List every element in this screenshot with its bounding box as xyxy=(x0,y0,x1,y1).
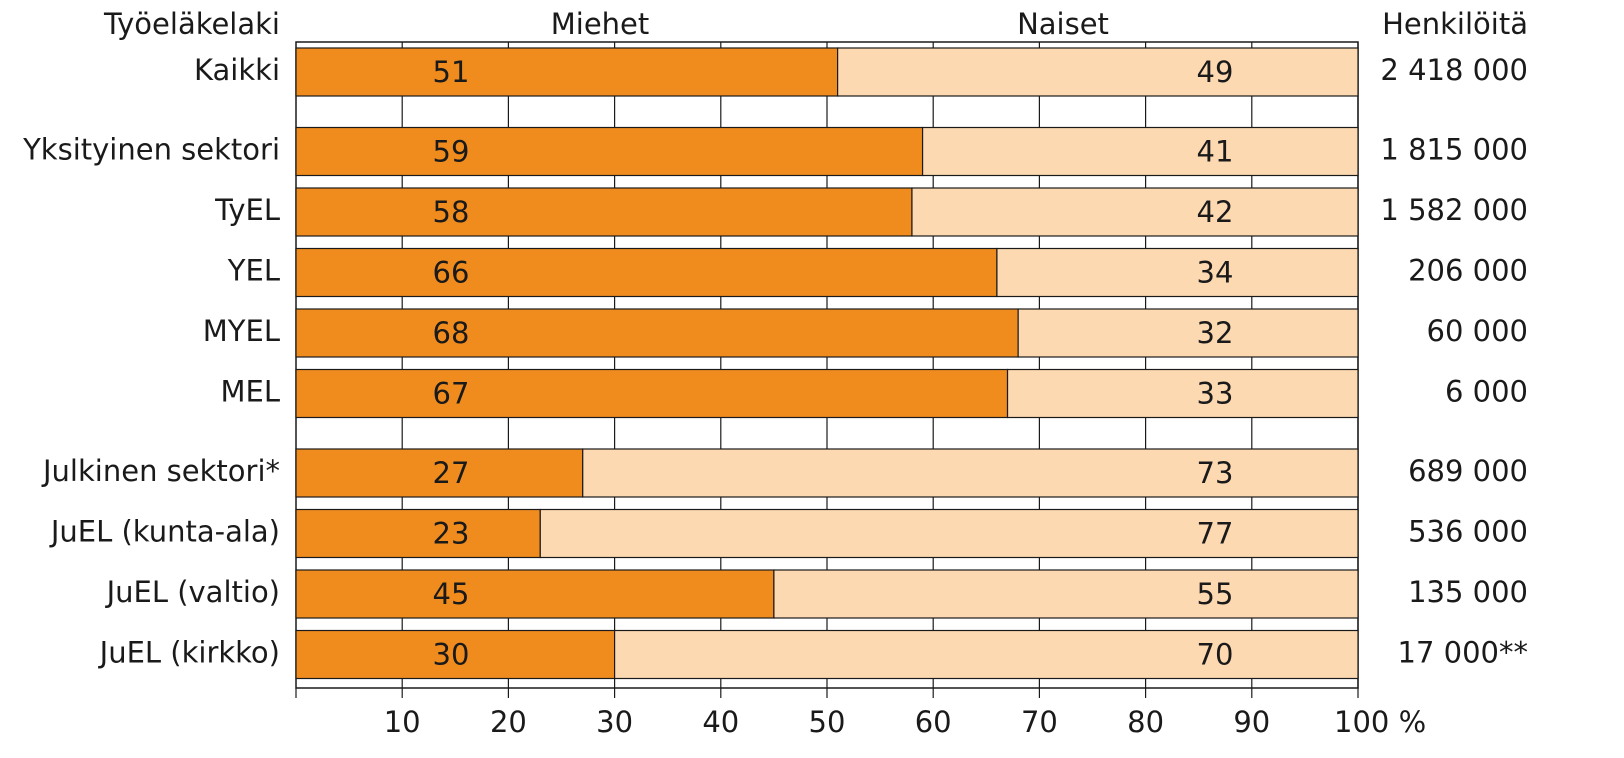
total-label: 17 000** xyxy=(1398,636,1528,670)
y-tick-label: JuEL (kirkko) xyxy=(98,636,280,670)
y-tick-label: MYEL xyxy=(203,314,280,348)
bar-segment xyxy=(295,508,541,559)
bar-segment xyxy=(613,629,1359,680)
data-label: 45 xyxy=(433,577,470,611)
x-tick-label: 50 xyxy=(809,705,846,739)
x-tick-label: 30 xyxy=(596,705,633,739)
y-tick-label: YEL xyxy=(227,254,280,288)
x-tick-label: 90 xyxy=(1233,705,1270,739)
x-tick-label: 80 xyxy=(1127,705,1164,739)
bar-segment xyxy=(295,47,839,97)
x-tick-label: 60 xyxy=(915,705,952,739)
bar-segment xyxy=(295,629,616,680)
bar-segment xyxy=(295,126,924,177)
data-label: 30 xyxy=(433,638,470,672)
y-tick-label: JuEL (kunta-ala) xyxy=(49,515,280,549)
bar-segment xyxy=(539,508,1359,559)
total-label: 60 000 xyxy=(1427,314,1528,348)
data-label: 70 xyxy=(1197,638,1234,672)
data-label: 27 xyxy=(433,456,470,490)
bar-segment xyxy=(295,247,998,298)
x-tick-label: 10 xyxy=(384,705,421,739)
x-tick-label: 100 % xyxy=(1334,705,1426,739)
bar-segment xyxy=(295,187,913,237)
x-tick-label: 20 xyxy=(490,705,527,739)
bar-segment xyxy=(295,308,1019,358)
total-label: 135 000 xyxy=(1408,575,1528,609)
bar-segment xyxy=(773,569,1359,619)
total-label: 689 000 xyxy=(1408,454,1528,488)
x-tick-label: 70 xyxy=(1021,705,1058,739)
data-label: 42 xyxy=(1197,195,1234,229)
data-label: 68 xyxy=(433,316,470,350)
total-label: 6 000 xyxy=(1445,375,1528,409)
data-label: 23 xyxy=(433,517,470,551)
data-label: 32 xyxy=(1197,316,1234,350)
data-label: 41 xyxy=(1197,135,1234,169)
data-label: 51 xyxy=(433,55,470,89)
y-tick-label: TyEL xyxy=(214,193,280,227)
data-label: 73 xyxy=(1197,456,1234,490)
x-tick-label: 40 xyxy=(702,705,739,739)
y-tick-label: Yksityinen sektori xyxy=(22,133,280,167)
data-label: 49 xyxy=(1197,55,1234,89)
series-header: Naiset xyxy=(1017,7,1109,41)
total-label: 2 418 000 xyxy=(1380,53,1528,87)
data-label: 67 xyxy=(433,377,470,411)
data-label: 66 xyxy=(433,256,470,290)
data-label: 33 xyxy=(1197,377,1234,411)
bar-segment xyxy=(295,368,1009,419)
bar-segment xyxy=(582,448,1359,498)
bar-segment xyxy=(921,126,1359,177)
data-label: 77 xyxy=(1197,517,1234,551)
total-label: 1 582 000 xyxy=(1380,193,1528,227)
y-tick-label: Kaikki xyxy=(194,53,280,87)
bar-segment xyxy=(837,47,1359,97)
totals-header: Henkilöitä xyxy=(1382,7,1528,41)
bar-segment xyxy=(1017,308,1359,358)
category-header: Työeläkelaki xyxy=(103,7,280,41)
bar-segment xyxy=(295,569,775,619)
data-label: 34 xyxy=(1197,256,1234,290)
total-label: 206 000 xyxy=(1408,254,1528,288)
data-label: 55 xyxy=(1197,577,1234,611)
bar-segment xyxy=(996,247,1359,298)
y-tick-label: MEL xyxy=(220,375,280,409)
series-header: Miehet xyxy=(551,7,650,41)
total-label: 1 815 000 xyxy=(1380,133,1528,167)
data-label: 58 xyxy=(433,195,470,229)
total-label: 536 000 xyxy=(1408,515,1528,549)
data-label: 59 xyxy=(433,135,470,169)
bar-segment xyxy=(911,187,1359,237)
y-tick-label: JuEL (valtio) xyxy=(105,575,280,609)
y-tick-label: Julkinen sektori* xyxy=(41,454,280,488)
bar-segment xyxy=(1006,368,1359,419)
